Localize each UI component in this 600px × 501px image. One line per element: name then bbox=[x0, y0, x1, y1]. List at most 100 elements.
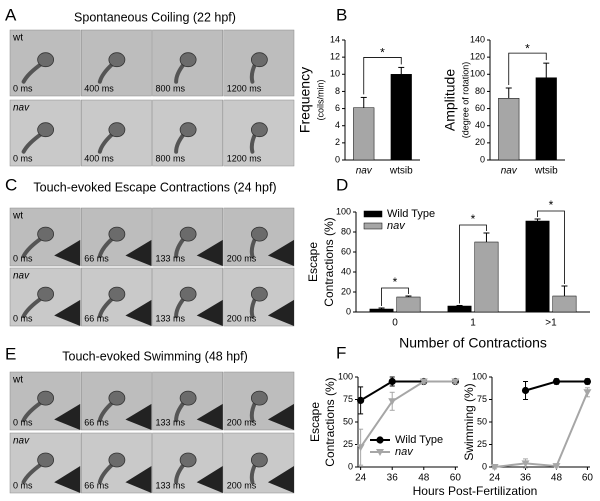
y-axis-label: Escape bbox=[308, 402, 322, 442]
embryo-tail bbox=[21, 462, 44, 484]
y-tick-label: 14 bbox=[330, 34, 340, 44]
panel-title: Touch-evoked Escape Contractions (24 hpf… bbox=[33, 180, 276, 194]
x-tick-label: 36 bbox=[520, 473, 532, 484]
data-point bbox=[521, 386, 530, 395]
probe bbox=[196, 299, 223, 326]
y-axis-label: Frequency bbox=[297, 67, 313, 133]
probe bbox=[54, 299, 81, 326]
time-label: 200 ms bbox=[227, 253, 257, 263]
y-axis-label: Swimming (%) bbox=[462, 383, 476, 460]
legend-label: nav bbox=[387, 220, 406, 232]
embryo-tail bbox=[21, 61, 44, 84]
legend-label: nav bbox=[395, 446, 414, 458]
probe bbox=[125, 239, 152, 266]
y-tick-label: 0 bbox=[480, 154, 485, 164]
time-label: 1200 ms bbox=[227, 153, 262, 163]
significance-bracket bbox=[459, 224, 487, 304]
time-label: 800 ms bbox=[156, 83, 186, 93]
probe bbox=[54, 239, 81, 266]
significance-mark: * bbox=[471, 212, 476, 226]
probe bbox=[125, 466, 152, 493]
y-tick-label: 60 bbox=[341, 246, 351, 256]
y-tick-label: 0 bbox=[482, 461, 487, 471]
embryo-yolk bbox=[108, 52, 126, 68]
panel-letter: F bbox=[336, 343, 346, 362]
significance-mark: * bbox=[525, 41, 530, 55]
x-tick-label: 24 bbox=[355, 473, 367, 484]
bar bbox=[535, 77, 557, 161]
x-axis-label: Hours Post-Fertilization bbox=[413, 484, 538, 498]
panel-letter: E bbox=[5, 344, 16, 363]
time-label: 133 ms bbox=[156, 313, 186, 323]
y-tick-label: 2 bbox=[335, 137, 340, 147]
probe bbox=[54, 403, 81, 430]
embryo-yolk bbox=[179, 226, 197, 242]
embryo-yolk bbox=[250, 452, 268, 468]
bar bbox=[369, 308, 394, 313]
embryo-yolk bbox=[179, 286, 197, 302]
row-label: wt bbox=[12, 211, 23, 222]
panel-title: Touch-evoked Swimming (48 hpf) bbox=[62, 349, 248, 363]
data-point bbox=[388, 398, 397, 406]
bar bbox=[498, 98, 520, 161]
probe bbox=[54, 466, 81, 493]
time-label: 200 ms bbox=[227, 480, 257, 490]
y-axis-label: Escape bbox=[306, 242, 320, 282]
row-label: nav bbox=[13, 436, 30, 447]
time-label: 200 ms bbox=[227, 313, 257, 323]
y-tick-label: 10 bbox=[330, 69, 340, 79]
significance-bracket bbox=[381, 287, 409, 306]
data-point bbox=[552, 463, 561, 471]
time-label: 1200 ms bbox=[227, 83, 262, 93]
probe bbox=[267, 403, 294, 430]
series-line bbox=[494, 391, 589, 468]
legend-label: Wild Type bbox=[387, 208, 435, 220]
embryo-yolk bbox=[37, 452, 55, 468]
probe bbox=[267, 239, 294, 266]
x-tick-label: >1 bbox=[545, 318, 557, 329]
bar bbox=[525, 220, 550, 313]
panel-letter: D bbox=[336, 175, 348, 194]
y-tick-label: 20 bbox=[341, 286, 351, 296]
data-point bbox=[357, 396, 365, 404]
y-tick-label: 40 bbox=[341, 266, 351, 276]
time-label: 800 ms bbox=[156, 153, 186, 163]
time-label: 0 ms bbox=[13, 153, 33, 163]
y-axis-label: (coils/min) bbox=[315, 79, 325, 120]
time-label: 66 ms bbox=[84, 313, 109, 323]
probe bbox=[196, 466, 223, 493]
legend-swatch bbox=[363, 210, 383, 218]
x-tick-label: 60 bbox=[582, 473, 594, 484]
embryo-yolk bbox=[37, 226, 55, 242]
embryo-yolk bbox=[250, 390, 268, 406]
significance-mark: * bbox=[393, 275, 398, 289]
bar bbox=[396, 296, 421, 313]
data-point bbox=[356, 444, 365, 452]
series-line bbox=[359, 380, 456, 448]
time-label: 66 ms bbox=[84, 253, 109, 263]
legend-marker bbox=[376, 449, 384, 456]
data-point bbox=[490, 464, 499, 471]
y-tick-label: 0 bbox=[348, 461, 353, 471]
significance-bracket bbox=[363, 57, 402, 95]
embryo-tail bbox=[97, 61, 115, 84]
time-label: 400 ms bbox=[84, 153, 114, 163]
x-tick-label: 48 bbox=[551, 473, 563, 484]
bar bbox=[390, 74, 412, 161]
embryo-yolk bbox=[108, 122, 126, 138]
embryo-tail bbox=[21, 296, 44, 319]
y-axis-label: Amplitude bbox=[442, 69, 458, 131]
bar bbox=[552, 295, 577, 313]
y-axis-label: Contractions (%) bbox=[323, 377, 337, 466]
significance-mark: * bbox=[380, 46, 385, 60]
data-point bbox=[552, 377, 561, 386]
x-tick-label: 36 bbox=[387, 473, 399, 484]
embryo-yolk bbox=[108, 286, 126, 302]
x-tick-label: 48 bbox=[418, 473, 430, 484]
time-label: 0 ms bbox=[13, 313, 33, 323]
y-tick-label: 8 bbox=[335, 86, 340, 96]
bar bbox=[447, 305, 472, 313]
data-point bbox=[521, 460, 530, 468]
embryo-yolk bbox=[179, 452, 197, 468]
embryo-tail bbox=[97, 236, 115, 259]
